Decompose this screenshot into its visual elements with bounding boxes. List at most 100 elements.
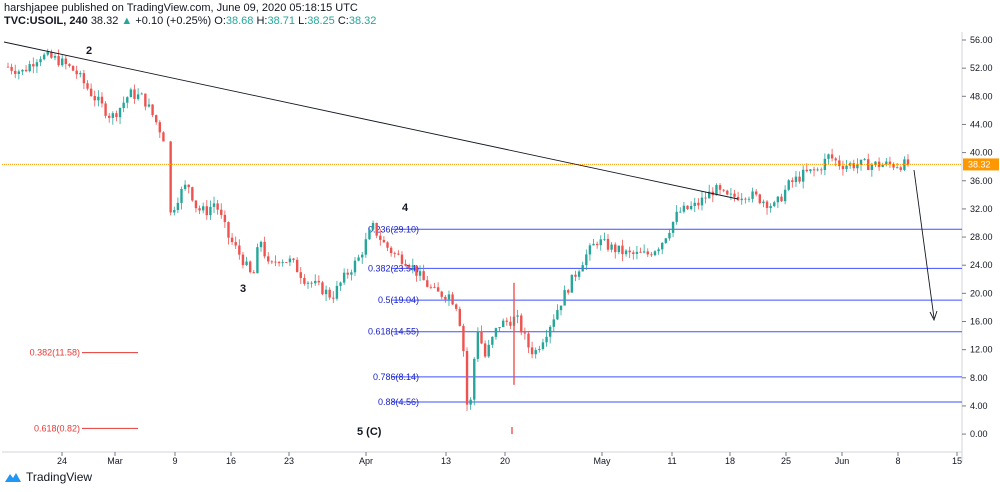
candle-body [465, 350, 469, 405]
candle-body [126, 97, 129, 103]
fib-level-label: 0.236(29.10) [368, 224, 419, 234]
candle-body [841, 166, 845, 170]
fib-level-label: 0.382(23.54) [368, 263, 419, 273]
candle-body [628, 250, 631, 253]
candle-body [570, 274, 574, 293]
candle-body [548, 326, 552, 337]
candle-body [227, 222, 230, 238]
candle-body [342, 272, 346, 283]
candle-body [646, 251, 649, 255]
candle-body [679, 211, 682, 213]
candle-body [469, 399, 472, 405]
price-change: +0.10 (+0.25%) [135, 15, 212, 27]
candle-body [310, 282, 313, 284]
y-tick-label: 0.00 [970, 429, 988, 439]
candle-body [198, 208, 201, 211]
candle-body [592, 243, 595, 246]
candle-body [71, 65, 75, 71]
candle-body [147, 104, 151, 107]
candle-body [151, 104, 154, 116]
y-tick-label: 4.00 [970, 401, 988, 411]
candle-body [440, 291, 443, 297]
candle-body [418, 271, 422, 276]
candle-body [357, 257, 360, 261]
candle-body [361, 254, 364, 258]
candle-body [216, 203, 219, 210]
candle-body [21, 69, 24, 72]
candle-body [852, 163, 855, 169]
candle-body [726, 190, 729, 195]
candle-body [136, 94, 140, 99]
candle-body [563, 290, 566, 306]
candle-body [39, 59, 42, 63]
candle-body [870, 164, 874, 171]
candle-body [639, 251, 642, 253]
candle-body [758, 194, 762, 204]
candle-body [657, 249, 660, 252]
candle-body [97, 96, 100, 101]
candle-body [267, 256, 270, 262]
candle-body [295, 259, 299, 273]
footer-brand[interactable]: TradingView [26, 470, 93, 484]
red-fib-label: 0.618(0.82) [34, 423, 80, 433]
candle-body [111, 113, 115, 118]
candle-body [491, 336, 494, 345]
y-tick-label: 28.00 [970, 232, 993, 242]
candle-body [783, 189, 787, 202]
wave-label: 3 [240, 283, 246, 295]
x-tick-label: 11 [667, 456, 676, 466]
candle-body [24, 69, 28, 72]
candle-body [809, 169, 812, 172]
fib-level-label: 0.88(4.56) [378, 397, 419, 407]
candle-body [614, 244, 617, 253]
fib-level-label: 0.5(19.04) [378, 295, 419, 305]
candle-body [834, 158, 837, 161]
candle-body [773, 202, 776, 207]
y-tick-label: 52.00 [970, 63, 993, 73]
candle-body [173, 210, 176, 213]
candle-body [201, 206, 205, 211]
candle-body [498, 327, 501, 329]
candle-body [624, 250, 628, 255]
candle-body [339, 282, 342, 286]
symbol-line: TVC:USOIL, 240 38.32 ▲ +0.10 (+0.25%) O:… [4, 15, 376, 28]
candle-body [176, 202, 180, 211]
candle-body [559, 305, 563, 311]
open-value: 38.68 [225, 15, 254, 27]
candle-body [671, 221, 675, 233]
x-tick-label: 8 [895, 456, 900, 466]
candle-body [68, 64, 71, 66]
candle-body [487, 344, 490, 357]
candle-body [46, 51, 49, 55]
candle-body [393, 253, 396, 254]
x-tick-label: 23 [284, 456, 294, 466]
candle-body [527, 333, 530, 348]
x-tick-label: 25 [781, 456, 791, 466]
candle-body [574, 274, 577, 277]
candle-body [859, 159, 863, 165]
candle-body [791, 180, 794, 182]
candle-body [545, 336, 548, 343]
tradingview-logo-icon [5, 473, 21, 482]
x-tick-label: 9 [172, 456, 177, 466]
symbol-name[interactable]: TVC:USOIL, 240 [4, 15, 88, 27]
candle-body [285, 262, 288, 263]
candle-body [433, 287, 436, 288]
current-price-badge [963, 158, 999, 171]
candle-body [754, 191, 758, 195]
candle-body [458, 308, 462, 326]
candle-body [689, 205, 693, 210]
candle-body [765, 201, 769, 209]
candle-body [180, 189, 183, 203]
candle-body [17, 71, 21, 74]
candle-body [812, 169, 816, 171]
candle-body [538, 348, 541, 350]
candle-body [769, 206, 772, 209]
x-tick-label: 16 [226, 456, 236, 466]
candle-body [642, 251, 646, 253]
y-tick-label: 16.00 [970, 317, 993, 327]
candle-body [480, 331, 483, 344]
candle-body [516, 315, 519, 317]
x-tick-label: Apr [359, 456, 373, 466]
